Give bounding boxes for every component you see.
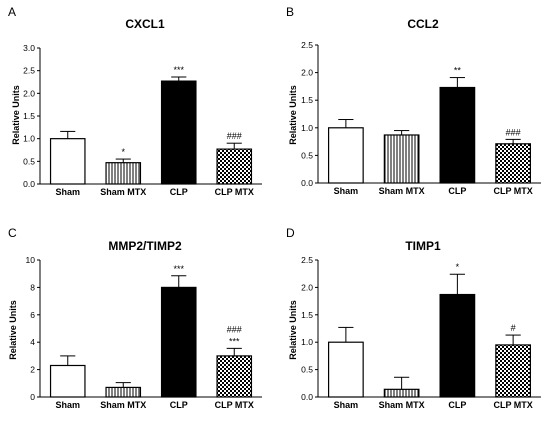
significance-label-c: ***: [229, 336, 240, 346]
y-tick-label-d: 1.0: [301, 337, 313, 347]
panel-letter-a: A: [8, 5, 16, 19]
bar-c-1: [49, 364, 86, 398]
panel-letter-c: C: [8, 226, 17, 240]
y-tick-label-b: 0.0: [301, 178, 313, 188]
y-tick-label-c: 10: [26, 255, 36, 265]
y-tick-label-b: 1.0: [301, 123, 313, 133]
category-label-d: CLP: [448, 400, 466, 410]
y-tick-label-c: 6: [30, 310, 35, 320]
y-tick-label-d: 1.5: [301, 310, 313, 320]
significance-label-d: *: [456, 262, 460, 272]
category-label-d: Sham: [334, 400, 359, 410]
significance-label-a: ###: [227, 131, 242, 141]
category-label-d: Sham MTX: [379, 400, 425, 410]
bar-a-1: [49, 138, 86, 185]
bar-d-4: [495, 344, 532, 398]
bar-d-1: [327, 341, 364, 398]
bar-b-2: [383, 134, 420, 184]
bar-b-4: [495, 143, 532, 184]
bar-d-3: [439, 293, 476, 398]
chart-b: 0.0 0.5 1.0 1.5 2.0 2.5 Sham Sham MTX CLP ** CLP M…: [301, 40, 541, 196]
significance-label-b: ###: [506, 127, 521, 137]
panel-c: C MMP2/TIMP2 Relative Units: [8, 226, 182, 360]
significance-label-a: *: [121, 147, 125, 157]
chart-d: 0.0 0.5 1.0 1.5 2.0 2.5 Sham Sham MTX CLP * CLP MT…: [301, 255, 541, 410]
chart-title-c: MMP2/TIMP2: [108, 239, 182, 253]
y-tick-label-b: 0.5: [301, 150, 313, 160]
bar-c-2: [105, 386, 142, 398]
bar-b-3: [439, 86, 476, 184]
significance-label-d: #: [511, 323, 516, 333]
category-label-a: Sham MTX: [100, 187, 146, 197]
bar-a-4: [216, 148, 253, 185]
significance-label-b: **: [454, 66, 462, 76]
y-axis-label-d: Relative Units: [288, 300, 298, 360]
y-tick-label-d: 0.5: [301, 365, 313, 375]
significance-label-c: ***: [173, 264, 184, 274]
y-tick-label-a: 1.0: [23, 134, 35, 144]
category-label-d: CLP MTX: [493, 400, 532, 410]
y-tick-label-a: 1.5: [23, 111, 35, 121]
y-tick-label-a: 2.5: [23, 66, 35, 76]
panel-letter-d: D: [286, 226, 295, 240]
y-tick-label-b: 1.5: [301, 95, 313, 105]
chart-c: 0 2 4 6 8 10 Sham Sham MTX CLP *** CLP MTX *** ###: [26, 255, 262, 410]
panel-b: B CCL2 Relative Units: [286, 5, 439, 145]
significance-label-c: ###: [227, 324, 242, 334]
y-tick-label-d: 2.5: [301, 255, 313, 265]
category-label-a: CLP MTX: [215, 187, 254, 197]
category-label-b: CLP MTX: [493, 186, 532, 196]
chart-a: 0.0 0.5 1.0 1.5 2.0 2.5 3.0 Sham Sham MTX * CLP ***…: [23, 43, 262, 197]
panel-d: D TIMP1 Relative Units: [286, 226, 441, 360]
category-label-c: Sham: [55, 400, 80, 410]
y-tick-label-c: 4: [30, 337, 35, 347]
chart-title-b: CCL2: [407, 17, 439, 31]
bar-a-2: [105, 162, 142, 185]
y-tick-label-a: 3.0: [23, 43, 35, 53]
y-tick-label-b: 2.0: [301, 68, 313, 78]
y-axis-label-c: Relative Units: [8, 300, 18, 360]
category-label-a: Sham: [55, 187, 80, 197]
y-axis-label-a: Relative Units: [11, 85, 21, 145]
bar-d-2: [383, 388, 420, 398]
panel-a: A CXCL1 Relative Units: [8, 5, 165, 145]
category-label-a: CLP: [170, 187, 188, 197]
category-label-b: Sham: [334, 186, 359, 196]
y-tick-label-c: 8: [30, 282, 35, 292]
y-tick-label-a: 0.5: [23, 156, 35, 166]
bar-b-1: [327, 127, 364, 184]
y-tick-label-c: 2: [30, 365, 35, 375]
panel-letter-b: B: [286, 5, 294, 19]
y-tick-label-a: 0.0: [23, 179, 35, 189]
y-tick-label-d: 2.0: [301, 282, 313, 292]
y-tick-label-c: 0: [30, 392, 35, 402]
chart-title-a: CXCL1: [125, 17, 165, 31]
category-label-b: Sham MTX: [379, 186, 425, 196]
bar-c-3: [160, 286, 197, 398]
category-label-c: Sham MTX: [100, 400, 146, 410]
category-label-c: CLP MTX: [215, 400, 254, 410]
y-tick-label-b: 2.5: [301, 40, 313, 50]
category-label-b: CLP: [448, 186, 466, 196]
chart-title-d: TIMP1: [405, 239, 441, 253]
y-tick-label-a: 2.0: [23, 88, 35, 98]
category-label-c: CLP: [170, 400, 188, 410]
bar-c-4: [216, 355, 253, 398]
bar-a-3: [160, 80, 197, 185]
significance-label-a: ***: [173, 65, 184, 75]
y-tick-label-d: 0.0: [301, 392, 313, 402]
y-axis-label-b: Relative Units: [288, 85, 298, 145]
